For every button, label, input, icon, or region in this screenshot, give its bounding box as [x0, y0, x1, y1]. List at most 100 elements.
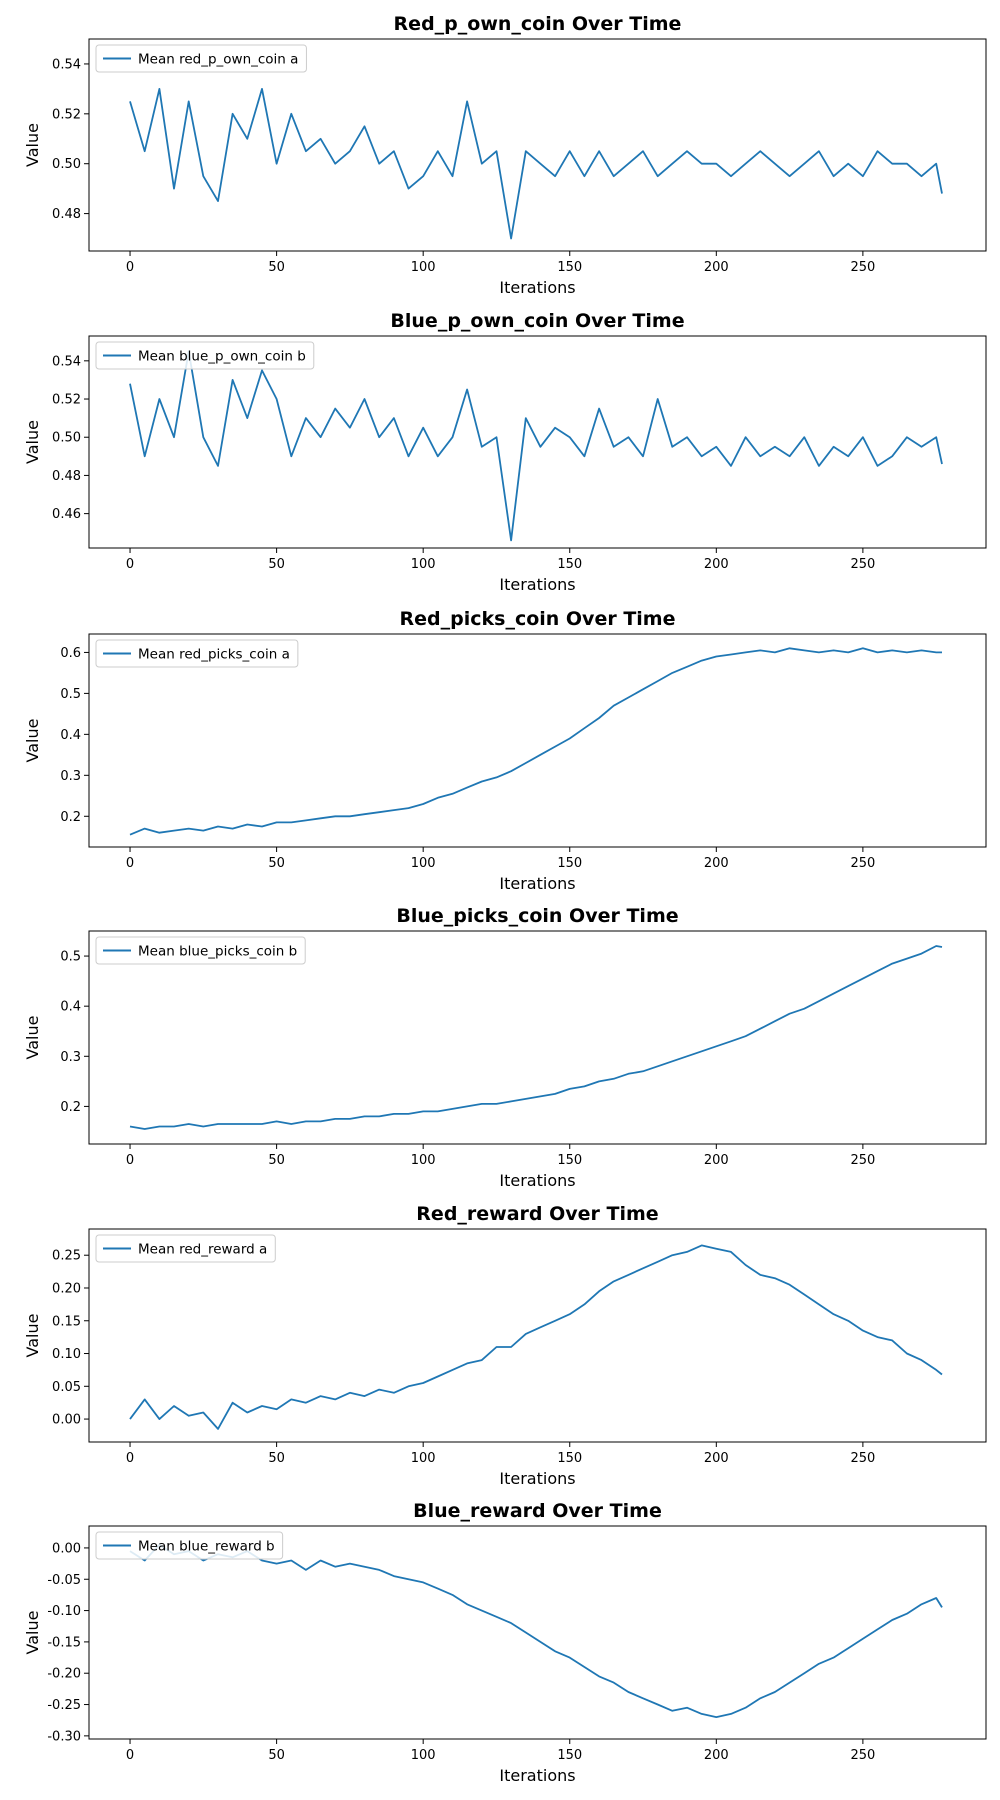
y-tick-label: 0.4 — [60, 728, 81, 743]
y-tick-label: 0.25 — [52, 1249, 81, 1264]
legend: Mean blue_p_own_coin b — [95, 341, 315, 370]
series-line — [129, 1244, 943, 1430]
chart-6: Blue_reward Over Time 0 50 100 150 200 250 0.00… — [23, 1500, 987, 1785]
plot-frame — [88, 633, 987, 848]
y-tick-label: 0.6 — [60, 646, 81, 661]
series-line — [129, 647, 942, 836]
y-tick-label: 0.2 — [60, 1100, 81, 1115]
y-tick-label: -0.10 — [47, 1604, 81, 1619]
x-tick-label: 0 — [126, 1451, 134, 1466]
x-tick-label: 200 — [704, 1153, 729, 1168]
x-tick-label: 50 — [268, 1748, 285, 1763]
y-axis-label: Value — [23, 1016, 42, 1060]
x-tick-label: 150 — [557, 557, 582, 572]
x-tick-label: 150 — [557, 260, 582, 275]
y-tick-label: 0.3 — [60, 769, 81, 784]
x-tick-label: 250 — [850, 1451, 875, 1466]
x-tick-label: 150 — [557, 1451, 582, 1466]
y-tick-label: 0.3 — [60, 1050, 81, 1065]
legend-box — [95, 639, 299, 668]
x-tick-label: 200 — [704, 856, 729, 871]
y-tick-label: 0.5 — [60, 687, 81, 702]
legend-entry: Mean red_p_own_coin a — [138, 52, 298, 68]
y-tick-label: 0.54 — [52, 354, 81, 369]
x-axis-label: Iterations — [499, 1171, 575, 1190]
y-tick-label: 0.10 — [52, 1347, 81, 1362]
chart-5: Red_reward Over Time 0 50 100 150 200 250 0.00 0… — [23, 1203, 987, 1488]
legend-box — [95, 936, 306, 965]
series-line — [129, 350, 943, 542]
legend-entry: Mean blue_reward b — [138, 1539, 275, 1555]
y-tick-label: -0.20 — [47, 1667, 81, 1682]
y-tick-label: 0.05 — [52, 1380, 81, 1395]
y-axis-label: Value — [23, 123, 42, 167]
x-tick-label: 0 — [126, 557, 134, 572]
y-tick-label: 0.50 — [52, 157, 81, 172]
y-tick-label: -0.05 — [47, 1573, 81, 1588]
x-tick-label: 250 — [850, 1748, 875, 1763]
chart-2: Blue_p_own_coin Over Time 0 50 100 150 200 250… — [23, 310, 987, 594]
y-tick-label: 0.52 — [52, 107, 81, 122]
x-tick-label: 150 — [557, 856, 582, 871]
y-tick-label: 0.52 — [52, 393, 81, 408]
plot-frame — [88, 930, 987, 1145]
x-tick-label: 200 — [704, 1748, 729, 1763]
series-line — [129, 945, 943, 1130]
x-tick-label: 50 — [268, 557, 285, 572]
x-axis-label: Iterations — [499, 1469, 575, 1488]
chart-3: Red_picks_coin Over Time 0 50 100 150 200 250 0… — [23, 608, 987, 893]
x-tick-label: 250 — [850, 557, 875, 572]
x-tick-label: 50 — [268, 856, 285, 871]
plot-frame — [88, 1525, 987, 1740]
x-tick-label: 100 — [411, 856, 436, 871]
series-line — [129, 1543, 943, 1718]
legend-box — [95, 1234, 276, 1263]
x-tick-label: 150 — [557, 1748, 582, 1763]
y-axis-label: Value — [23, 719, 42, 763]
y-axis-label: Value — [23, 1611, 42, 1655]
y-tick-label: 0.20 — [52, 1281, 81, 1296]
legend-box — [95, 341, 315, 370]
y-tick-label: 0.50 — [52, 431, 81, 446]
x-tick-label: 0 — [126, 1748, 134, 1763]
legend-box — [95, 1531, 284, 1560]
x-tick-label: 200 — [704, 260, 729, 275]
x-tick-label: 250 — [850, 856, 875, 871]
legend: Mean red_reward a — [95, 1234, 276, 1263]
x-tick-label: 250 — [850, 1153, 875, 1168]
x-tick-label: 200 — [704, 557, 729, 572]
x-axis-label: Iterations — [499, 1766, 575, 1785]
x-tick-label: 0 — [126, 260, 134, 275]
y-tick-label: 0.15 — [52, 1314, 81, 1329]
y-tick-label: 0.00 — [52, 1413, 81, 1428]
y-tick-label: 0.48 — [52, 469, 81, 484]
x-axis-label: Iterations — [499, 874, 575, 893]
x-tick-label: 100 — [411, 1153, 436, 1168]
y-tick-label: 0.2 — [60, 810, 81, 825]
chart-title: Blue_picks_coin Over Time — [396, 905, 678, 927]
chart-title: Blue_reward Over Time — [413, 1500, 662, 1522]
y-tick-label: 0.5 — [60, 950, 81, 965]
legend: Mean red_picks_coin a — [95, 639, 299, 668]
legend: Mean blue_picks_coin b — [95, 936, 306, 965]
x-tick-label: 50 — [268, 1451, 285, 1466]
x-tick-label: 200 — [704, 1451, 729, 1466]
series-line — [129, 88, 943, 240]
legend-entry: Mean red_reward a — [138, 1242, 267, 1258]
y-tick-label: -0.15 — [47, 1635, 81, 1650]
chart-1: Red_p_own_coin Over Time 0 50 100 150 200 250 0… — [23, 13, 987, 297]
y-tick-label: -0.30 — [47, 1729, 81, 1744]
plot-frame — [88, 38, 987, 252]
y-tick-label: 0.46 — [52, 507, 81, 522]
y-tick-label: 0.48 — [52, 207, 81, 222]
legend-box — [95, 44, 307, 73]
legend-entry: Mean blue_picks_coin b — [138, 944, 297, 960]
chart-title: Red_reward Over Time — [416, 1203, 658, 1225]
x-tick-label: 100 — [411, 1748, 436, 1763]
x-tick-label: 100 — [411, 1451, 436, 1466]
x-tick-label: 150 — [557, 1153, 582, 1168]
plot-frame — [88, 1228, 987, 1443]
legend-entry: Mean blue_p_own_coin b — [138, 349, 306, 365]
y-tick-label: 0.54 — [52, 57, 81, 72]
